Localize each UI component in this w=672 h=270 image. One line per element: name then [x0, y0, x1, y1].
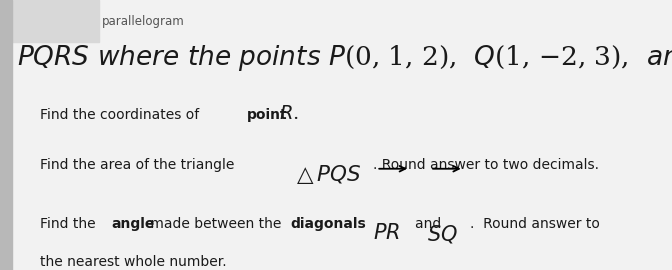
Text: and: and — [415, 217, 446, 231]
Text: Find the area of the triangle: Find the area of the triangle — [40, 158, 239, 172]
Text: $\mathit{SQ}$: $\mathit{SQ}$ — [427, 223, 458, 245]
Bar — [0, 0, 12, 270]
Text: .  Round answer to: . Round answer to — [470, 217, 600, 231]
Text: $\mathit{R}$.: $\mathit{R}$. — [279, 105, 299, 123]
Text: . Round answer to two decimals.: . Round answer to two decimals. — [373, 158, 599, 172]
Bar — [0, 0, 99, 42]
Text: $\mathit{PQRS}$ $\mathit{where}$ $\mathit{the}$ $\mathit{points}$ $\mathit{P}$(0: $\mathit{PQRS}$ $\mathit{where}$ $\mathi… — [17, 43, 672, 73]
Text: Find the coordinates of: Find the coordinates of — [40, 108, 204, 122]
Text: diagonals: diagonals — [290, 217, 366, 231]
Text: angle: angle — [111, 217, 155, 231]
Text: $\triangle$$\mathit{PQS}$: $\triangle$$\mathit{PQS}$ — [292, 163, 362, 186]
Text: point: point — [247, 108, 288, 122]
Text: $\mathit{PR}$: $\mathit{PR}$ — [373, 223, 400, 243]
Text: the nearest whole number.: the nearest whole number. — [40, 255, 227, 269]
Text: Find the: Find the — [40, 217, 100, 231]
Text: parallelogram: parallelogram — [102, 15, 185, 28]
Text: made between the: made between the — [146, 217, 286, 231]
